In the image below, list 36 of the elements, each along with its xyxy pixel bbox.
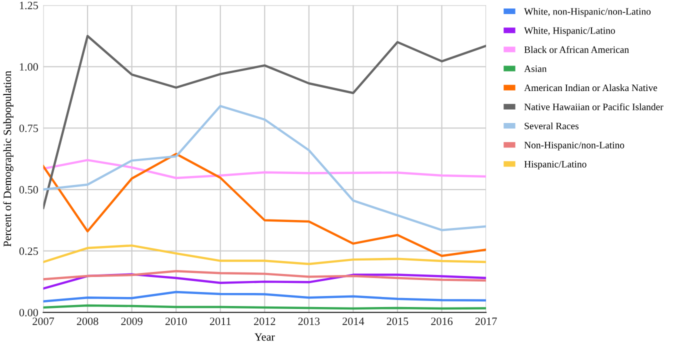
y-axis-title: Percent of Demographic Subpopulation [3,70,14,247]
x-tick-label: 2010 [165,318,187,326]
y-tick-label: 0.00 [19,308,38,316]
legend-label: Asian [524,65,547,72]
x-tick-label: 2011 [210,318,231,326]
x-tick-label: 2007 [32,318,54,326]
legend-label: Black or African American [524,46,629,53]
line-series [43,104,486,232]
y-tick-label: 0.75 [19,124,38,132]
x-tick-label: 2013 [298,318,320,326]
line-series [43,270,486,282]
line-series [43,152,486,257]
x-axis-title: Year [254,333,275,341]
x-tick-label: 2012 [254,318,276,326]
line-series [43,158,486,180]
legend-label: White, Hispanic/Latino [524,27,615,36]
legend-label: Hispanic/Latino [524,160,586,170]
y-tick-label: 1.00 [20,63,38,71]
x-tick-label: 2017 [475,318,497,326]
x-tick-label: 2009 [121,318,142,326]
x-tick-label: 2014 [342,318,364,326]
legend-label: Several Races [524,122,579,130]
line-series [43,34,486,210]
x-tick-label: 2016 [431,318,453,326]
y-tick-label: 0.25 [19,247,38,255]
x-tick-label: 2015 [386,318,408,326]
line-series [43,273,486,290]
line-series [43,290,486,302]
legend-label: Non-Hispanic/non-Latino [524,142,624,150]
y-tick-label: 0.50 [19,186,38,194]
line-series [43,244,486,266]
legend-label: Native Hawaiian or Pacific Islander [524,103,664,110]
legend-label: White, non-Hispanic/non-Latino [524,8,651,17]
legend-label: American Indian or Alaska Native [524,84,658,92]
y-tick-label: 1.25 [20,2,38,10]
x-tick-label: 2008 [76,318,98,326]
